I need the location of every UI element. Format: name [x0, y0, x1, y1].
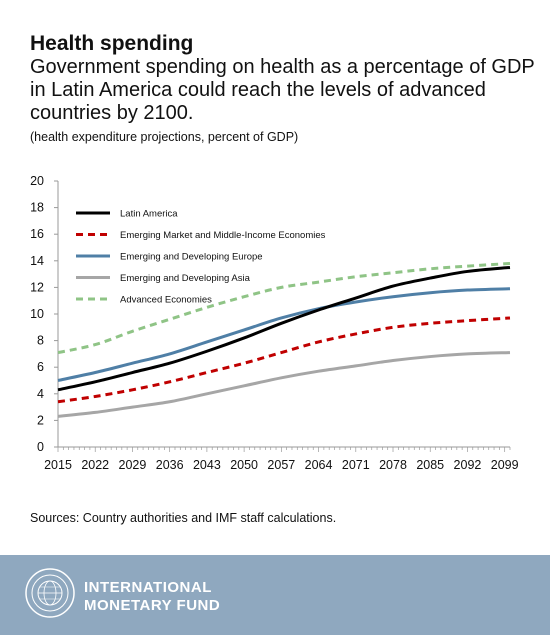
legend-label-1: Emerging Market and Middle-Income Econom… [120, 230, 326, 241]
series-line-1 [57, 316, 511, 404]
x-tick-label: 2015 [44, 458, 72, 472]
y-tick-label: 12 [30, 280, 44, 294]
x-tick-label: 2064 [305, 458, 333, 472]
chart-note: (health expenditure projections, percent… [30, 130, 299, 144]
y-tick-label: 4 [37, 387, 44, 401]
legend-label-0: Latin America [120, 209, 178, 220]
x-tick-label: 2092 [454, 458, 482, 472]
y-tick-label: 14 [30, 254, 44, 268]
imf-logo-line1: INTERNATIONAL [84, 579, 212, 596]
series-line-2 [57, 287, 511, 382]
imf-footer: INTERNATIONAL MONETARY FUND [0, 555, 550, 635]
x-tick-label: 2043 [193, 458, 221, 472]
imf-logo-text: INTERNATIONAL MONETARY FUND [84, 579, 220, 615]
y-tick-label: 10 [30, 307, 44, 321]
y-tick-label: 2 [37, 413, 44, 427]
legend-label-4: Advanced Economies [120, 295, 212, 306]
x-tick-label: 2085 [416, 458, 444, 472]
chart-subtitle: Government spending on health as a perce… [30, 56, 535, 124]
line-chart: 0 2 4 6 8 10 12 14 16 18 20 2015 2022 2029 2036 2043 205… [30, 174, 519, 472]
y-tick-label: 18 [30, 201, 44, 215]
x-tick-label: 2022 [81, 458, 109, 472]
series-line-4 [57, 261, 511, 355]
y-tick-label: 6 [37, 360, 44, 374]
x-tick-label: 2071 [342, 458, 370, 472]
imf-logo-line2: MONETARY FUND [84, 597, 221, 614]
x-tick-label: 2099 [491, 458, 519, 472]
y-tick-label: 0 [37, 440, 44, 454]
x-tick-label: 2050 [230, 458, 258, 472]
series-line-0 [57, 265, 511, 392]
imf-seal-icon [25, 568, 75, 618]
chart-title: Health spending [30, 32, 194, 55]
legend-label-2: Emerging and Developing Europe [120, 252, 263, 263]
x-tick-label: 2036 [156, 458, 184, 472]
y-tick-label: 20 [30, 174, 44, 188]
x-tick-label: 2057 [267, 458, 295, 472]
x-tick-label: 2029 [119, 458, 147, 472]
x-tick-label: 2078 [379, 458, 407, 472]
legend-label-3: Emerging and Developing Asia [120, 273, 251, 284]
source-note: Sources: Country authorities and IMF sta… [30, 511, 337, 525]
y-tick-label: 16 [30, 227, 44, 241]
y-tick-label: 8 [37, 334, 44, 348]
series-line-3 [57, 351, 511, 418]
chart-header: Health spending Government spending on h… [30, 32, 535, 145]
